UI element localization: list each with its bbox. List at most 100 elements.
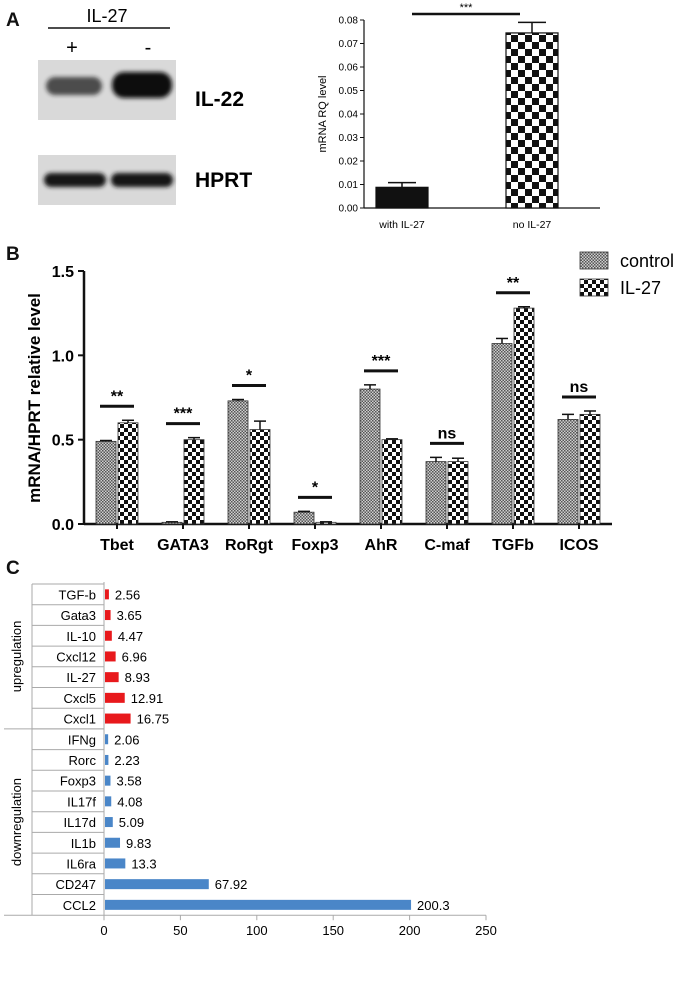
value-label-ccl2: 200.3	[417, 898, 450, 913]
gene-label-ifng: IFNg	[68, 732, 96, 747]
x-tick-label: TGFb	[492, 537, 534, 554]
y-tick-label: 1.0	[52, 348, 74, 365]
value-label-cd247: 67.92	[215, 877, 248, 892]
bar-il6ra	[105, 858, 126, 869]
bar-il-27-ahr	[381, 439, 403, 525]
gene-label-il-10: IL-10	[66, 629, 96, 644]
gene-label-cd247: CD247	[56, 877, 96, 892]
bar-no-il-27	[505, 32, 559, 209]
y-tick-label: 0.08	[339, 16, 359, 27]
x-tick-label: ICOS	[559, 537, 598, 554]
value-label-il17f: 4.08	[117, 794, 142, 809]
lane-sign-plus: +	[66, 37, 78, 59]
gene-label-cxcl5: Cxcl5	[63, 691, 96, 706]
legend-swatch-il-27	[579, 278, 609, 297]
bar-il-27-tgfb	[513, 307, 535, 525]
bar-rorc	[105, 754, 109, 765]
gene-label-il6ra: IL6ra	[66, 856, 96, 871]
value-label-gata3: 3.65	[117, 608, 142, 623]
bar-il17d	[105, 817, 113, 828]
band-hprt-lane1	[44, 173, 106, 187]
bar-cxcl5	[105, 692, 125, 703]
bar-control-c-maf	[425, 461, 447, 525]
gene-label-foxp3: Foxp3	[60, 774, 96, 789]
x-tick-label: 0	[100, 923, 107, 938]
legend-label-control: control	[620, 251, 674, 271]
blot-label-il22: IL-22	[195, 88, 244, 111]
bar-gata3	[105, 610, 111, 621]
bar-cd247	[105, 879, 209, 890]
western-blot: IL-27 + - IL-22 HPRT	[38, 6, 252, 205]
chart-a-mrna-rq: 0.00 0.01 0.02 0.03 0.04 0.05 0.06 0.07 0.08 mRNA…	[317, 2, 600, 231]
chart-c-fold-change: TGF-b 2.56 Gata3 3.65 IL-10 4.47 Cxcl12 6.96 IL-…	[4, 582, 497, 938]
gene-label-il1b: IL1b	[71, 836, 96, 851]
band-hprt-lane2	[111, 173, 173, 187]
group-label-upregulation: upregulation	[9, 621, 24, 693]
bar-il-27-rorgt	[249, 429, 271, 525]
bar-control-tgfb	[491, 343, 513, 525]
value-label-il1b: 9.83	[126, 836, 151, 851]
y-tick-label: 0.0	[52, 517, 74, 534]
significance-label: ***	[372, 353, 391, 370]
lane-sign-minus: -	[145, 37, 152, 59]
gene-label-il17d: IL17d	[63, 815, 96, 830]
significance-label: ns	[438, 425, 457, 442]
x-tick-label: 200	[399, 923, 421, 938]
value-label-il17d: 5.09	[119, 815, 144, 830]
y-tick-label: 0.00	[339, 204, 359, 215]
bar-il1b	[105, 837, 121, 848]
legend-swatch-control	[579, 251, 609, 270]
value-label-tgf-b: 2.56	[115, 587, 140, 602]
group-label-downregulation: downregulation	[9, 778, 24, 866]
bar-control-gata3	[161, 521, 183, 525]
bar-il-27	[105, 672, 119, 683]
gene-label-ccl2: CCL2	[63, 898, 96, 913]
bar-tgf-b	[105, 589, 109, 600]
bar-control-icos	[557, 419, 579, 525]
y-tick-label: 0.07	[339, 39, 359, 50]
bar-ccl2	[105, 899, 412, 910]
significance-label: ***	[460, 2, 474, 14]
x-tick-label: AhR	[365, 537, 398, 554]
y-axis-label: mRNA RQ level	[317, 75, 329, 152]
value-label-cxcl5: 12.91	[131, 691, 164, 706]
x-tick-label: RoRgt	[225, 537, 274, 554]
gene-label-cxcl12: Cxcl12	[56, 649, 96, 664]
gene-label-il-27: IL-27	[66, 670, 96, 685]
y-tick-label: 0.02	[339, 157, 359, 168]
bar-foxp3	[105, 775, 111, 786]
bar-control-tbet	[95, 440, 117, 525]
gene-label-gata3: Gata3	[61, 608, 96, 623]
x-tick-label: with IL-27	[378, 219, 425, 231]
y-tick-label: 0.04	[339, 110, 359, 121]
bar-il-27-foxp3	[315, 521, 337, 525]
bar-cxcl12	[105, 651, 116, 662]
significance-label: *	[246, 368, 253, 385]
x-tick-label: Foxp3	[291, 537, 338, 554]
x-tick-label: 250	[475, 923, 497, 938]
y-axis-label: mRNA/HPRT relative level	[25, 293, 44, 503]
bar-il-27-icos	[579, 413, 601, 525]
significance-label: *	[312, 479, 319, 496]
x-tick-label: 50	[173, 923, 187, 938]
significance-label: ns	[570, 379, 589, 396]
x-tick-label: no IL-27	[513, 219, 552, 231]
bar-cxcl1	[105, 713, 131, 724]
legend-label-il-27: IL-27	[620, 278, 661, 298]
bar-control-ahr	[359, 388, 381, 525]
y-tick-label: 1.5	[52, 264, 74, 281]
bar-il-10	[105, 630, 112, 641]
bar-il-27-gata3	[183, 439, 205, 525]
bar-with-il-27	[375, 186, 429, 209]
gene-label-il17f: IL17f	[67, 794, 96, 809]
significance-label: ***	[174, 406, 193, 423]
bar-control-foxp3	[293, 511, 315, 525]
x-tick-label: GATA3	[157, 537, 209, 554]
value-label-rorc: 2.23	[114, 753, 139, 768]
value-label-il6ra: 13.3	[131, 856, 156, 871]
bar-il-27-c-maf	[447, 461, 469, 525]
bar-ifng	[105, 734, 109, 745]
x-tick-label: Tbet	[100, 537, 134, 554]
y-tick-label: 0.05	[339, 86, 359, 97]
gene-label-tgf-b: TGF-b	[58, 587, 96, 602]
